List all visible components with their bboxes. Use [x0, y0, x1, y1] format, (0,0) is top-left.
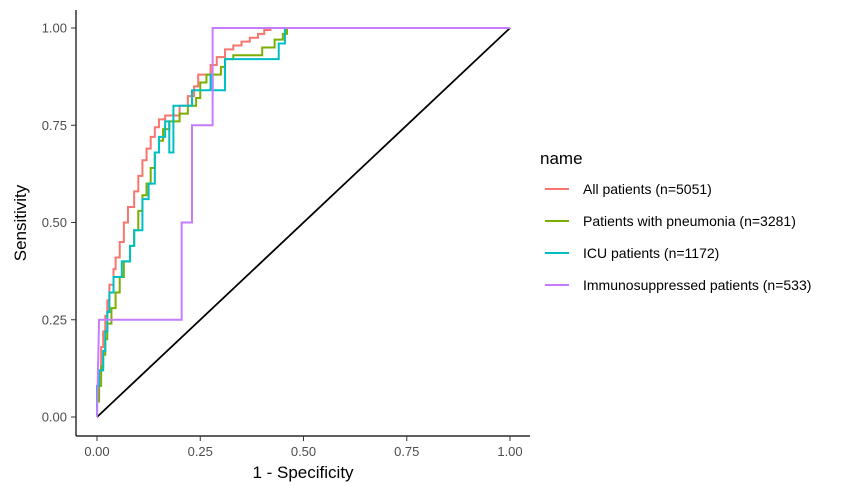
- x-axis: 0.00 0.25 0.50 0.75 1.00: [76, 435, 530, 459]
- x-tick-label: 0.00: [84, 444, 109, 459]
- roc-series-line-4: [96, 27, 510, 418]
- x-tick-label: 0.75: [394, 444, 419, 459]
- y-tick-label: 1.00: [42, 21, 67, 36]
- x-tick-label: 0.25: [188, 444, 213, 459]
- y-tick-label: 0.75: [42, 118, 67, 133]
- plot-area: [96, 27, 511, 418]
- legend-label-1: All patients (n=5051): [583, 181, 712, 197]
- legend-label-3: ICU patients (n=1172): [583, 245, 719, 261]
- y-axis: 0.00 0.25 0.50 0.75 1.00: [42, 10, 77, 436]
- y-tick-label: 0.00: [42, 410, 67, 425]
- y-axis-title: Sensitivity: [11, 184, 30, 261]
- roc-series-line-1: [96, 27, 510, 417]
- legend-label-2: Patients with pneumonia (n=3281): [583, 213, 796, 229]
- x-tick-label: 1.00: [497, 444, 522, 459]
- x-tick-label: 0.50: [291, 444, 316, 459]
- legend: name All patients (n=5051) Patients with …: [540, 149, 811, 293]
- legend-title: name: [540, 149, 583, 168]
- reference-diagonal-line: [96, 27, 511, 418]
- x-axis-title: 1 - Specificity: [252, 463, 354, 482]
- legend-label-4: Immunosuppressed patients (n=533): [583, 277, 811, 293]
- y-tick-label: 0.25: [42, 312, 67, 327]
- y-tick-label: 0.50: [42, 215, 67, 230]
